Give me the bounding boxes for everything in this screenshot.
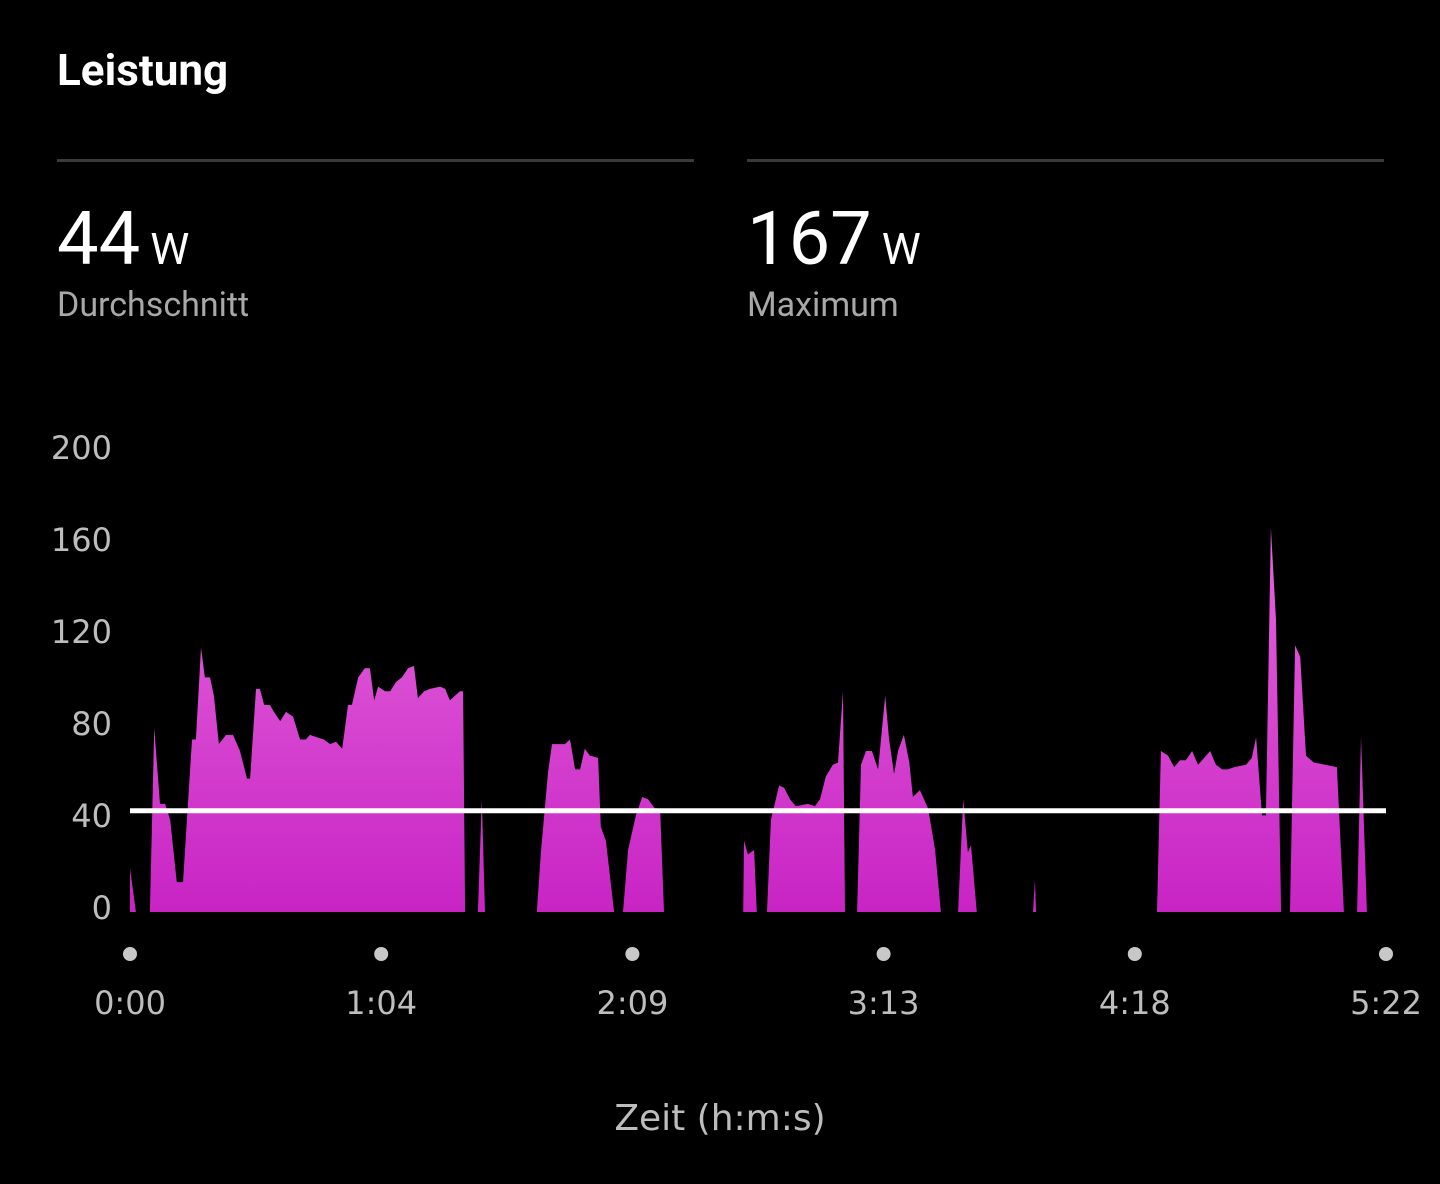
x-axis-label: Zeit (h:m:s) xyxy=(614,1098,825,1139)
x-tick-dot xyxy=(876,947,891,961)
stat-average: 44 W Durchschnitt xyxy=(57,196,249,325)
x-tick-label: 1:04 xyxy=(345,984,417,1022)
x-tick-dot xyxy=(1127,947,1142,961)
stat-unit: W xyxy=(150,223,190,275)
x-tick-label: 2:09 xyxy=(596,984,668,1022)
stat-maximum: 167 W Maximum xyxy=(747,196,921,325)
stat-unit: W xyxy=(881,223,921,275)
y-tick-label: 0 xyxy=(92,889,112,927)
x-tick-dot xyxy=(625,947,640,961)
y-tick-label: 40 xyxy=(71,797,112,835)
x-tick-dot xyxy=(1379,947,1393,961)
stat-value: 167 xyxy=(747,196,872,283)
x-tick-label: 5:22 xyxy=(1350,984,1422,1022)
power-area xyxy=(130,527,1367,912)
y-tick-label: 160 xyxy=(51,521,112,559)
x-tick-dot xyxy=(123,947,137,961)
divider xyxy=(747,159,1384,162)
y-tick-label: 120 xyxy=(51,613,112,651)
stat-value: 44 xyxy=(57,196,141,283)
divider xyxy=(57,159,694,162)
x-tick-dot xyxy=(374,947,389,961)
stat-label: Durchschnitt xyxy=(57,285,250,325)
x-tick-label: 4:18 xyxy=(1099,984,1171,1022)
y-tick-label: 80 xyxy=(71,705,112,743)
x-tick-label: 0:00 xyxy=(94,984,166,1022)
y-tick-label: 200 xyxy=(51,429,112,467)
x-tick-label: 3:13 xyxy=(848,984,920,1022)
title: Leistung xyxy=(57,44,229,96)
stat-label: Maximum xyxy=(747,285,899,325)
